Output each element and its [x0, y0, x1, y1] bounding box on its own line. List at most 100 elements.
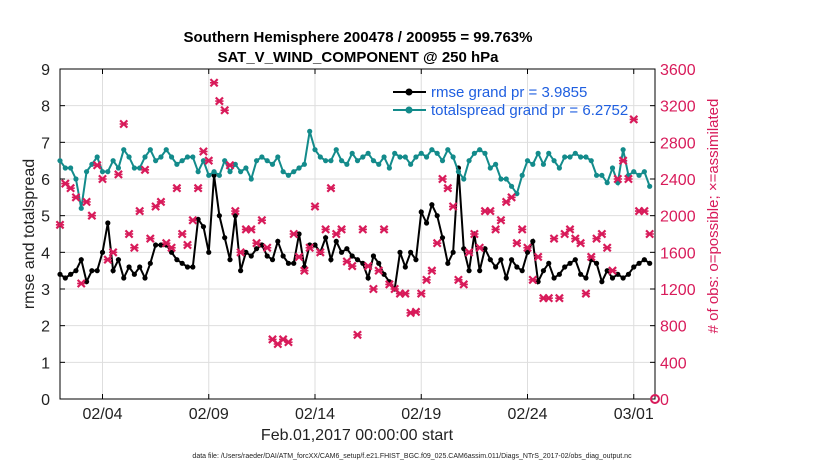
- y-tick-label-right: 400: [660, 355, 687, 372]
- totalspread-point: [551, 158, 557, 164]
- rmse-point: [376, 260, 382, 266]
- rmse-point: [429, 202, 435, 208]
- totalspread-point: [386, 165, 392, 171]
- totalspread-point: [259, 154, 265, 160]
- totalspread-point: [647, 183, 653, 189]
- obs-count-point: [448, 202, 458, 211]
- totalspread-point: [280, 169, 286, 175]
- obs-count-point: [475, 243, 485, 253]
- totalspread-point: [344, 161, 350, 167]
- obs-count-point: [299, 266, 309, 276]
- obs-count-point: [305, 243, 315, 253]
- legend: rmse grand pr = 3.9855 totalspread grand…: [393, 84, 628, 119]
- totalspread-point: [546, 150, 552, 156]
- rmse-point: [89, 268, 95, 274]
- obs-count-point: [645, 229, 655, 239]
- rmse-point: [498, 257, 504, 263]
- obs-count-point: [581, 289, 591, 298]
- totalspread-point: [211, 169, 217, 175]
- rmse-point: [466, 268, 472, 274]
- y-tick-label-right: 3200: [660, 99, 696, 116]
- x-axis-label: Feb.01,2017 00:00:00 start: [261, 427, 454, 444]
- obs-count-point: [204, 156, 214, 166]
- rmse-point: [206, 249, 212, 255]
- totalspread-point: [57, 158, 63, 164]
- totalspread-point: [540, 161, 547, 167]
- totalspread-point: [392, 150, 398, 156]
- totalspread-point: [115, 165, 122, 171]
- totalspread-point: [354, 158, 361, 164]
- rmse-point: [620, 275, 626, 281]
- totalspread-point: [493, 161, 499, 167]
- rmse-point: [211, 172, 217, 178]
- totalspread-point: [466, 158, 472, 164]
- grid-lines: [60, 68, 655, 400]
- rmse-point: [333, 238, 339, 244]
- totalspread-point: [126, 154, 132, 160]
- y-tick-label-left: 0: [41, 392, 50, 409]
- rmse-point: [423, 220, 430, 226]
- rmse-point: [625, 271, 632, 277]
- obs-count-point: [284, 337, 293, 347]
- totalspread-point: [445, 147, 451, 153]
- totalspread-point: [168, 154, 175, 160]
- totalspread-point: [556, 165, 562, 171]
- obs-count-point: [92, 160, 102, 170]
- rmse-point: [264, 253, 270, 259]
- totalspread-point: [508, 183, 515, 189]
- totalspread-point: [73, 176, 79, 182]
- totalspread-point: [423, 154, 430, 160]
- x-tick-label: 02/14: [295, 406, 335, 423]
- rmse-point: [131, 271, 137, 277]
- obs-count-point: [193, 183, 203, 193]
- totalspread-point: [68, 165, 74, 171]
- obs-count-point: [358, 225, 368, 234]
- obs-count-point: [496, 215, 506, 225]
- totalspread-point: [62, 165, 68, 171]
- y-tick-label-left: 8: [41, 99, 50, 116]
- rmse-point: [137, 264, 143, 270]
- legend-label-totalspread: totalspread grand pr = 6.2752: [431, 102, 628, 119]
- obs-count-point: [246, 225, 256, 234]
- rmse-point: [126, 264, 132, 270]
- obs-count-point: [443, 183, 453, 193]
- obs-count-point: [220, 105, 230, 115]
- totalspread-point: [147, 147, 153, 153]
- totalspread-point: [429, 147, 435, 153]
- rmse-point: [354, 257, 361, 263]
- rmse-point: [647, 260, 653, 266]
- rmse-point: [381, 271, 387, 277]
- totalspread-point: [535, 150, 541, 156]
- rmse-point: [190, 264, 196, 270]
- totalspread-point: [142, 154, 148, 160]
- obs-count-point: [549, 234, 559, 243]
- rmse-point: [344, 246, 350, 252]
- plot-area: [59, 68, 656, 400]
- obs-count-point: [586, 252, 596, 262]
- obs-count-point: [523, 243, 532, 253]
- rmse-point: [578, 271, 584, 277]
- totalspread-point: [317, 154, 323, 160]
- rmse-point: [153, 242, 159, 248]
- rmse-point: [461, 246, 467, 252]
- x-axis: 02/04 02/09 02/14 02/19 02/24 03/01: [82, 69, 654, 423]
- y-tick-label-right: 1600: [660, 245, 696, 262]
- obs-count-point: [432, 238, 442, 248]
- totalspread-point: [572, 150, 578, 156]
- obs-count-point: [172, 183, 182, 193]
- obs-count-point: [114, 170, 123, 179]
- obs-count-point: [597, 229, 607, 239]
- rmse-point: [556, 271, 562, 277]
- obs-count-point: [177, 229, 187, 239]
- rmse-point: [94, 268, 100, 274]
- rmse-point: [514, 264, 520, 270]
- rmse-point: [110, 268, 116, 274]
- obs-count-point: [369, 284, 378, 294]
- rmse-point: [609, 275, 616, 281]
- rmse-point: [232, 213, 238, 219]
- rmse-point: [338, 249, 345, 255]
- rmse-point: [73, 268, 79, 274]
- rmse-point: [493, 264, 499, 270]
- obs-count-point: [469, 229, 479, 239]
- totalspread-point: [301, 161, 307, 167]
